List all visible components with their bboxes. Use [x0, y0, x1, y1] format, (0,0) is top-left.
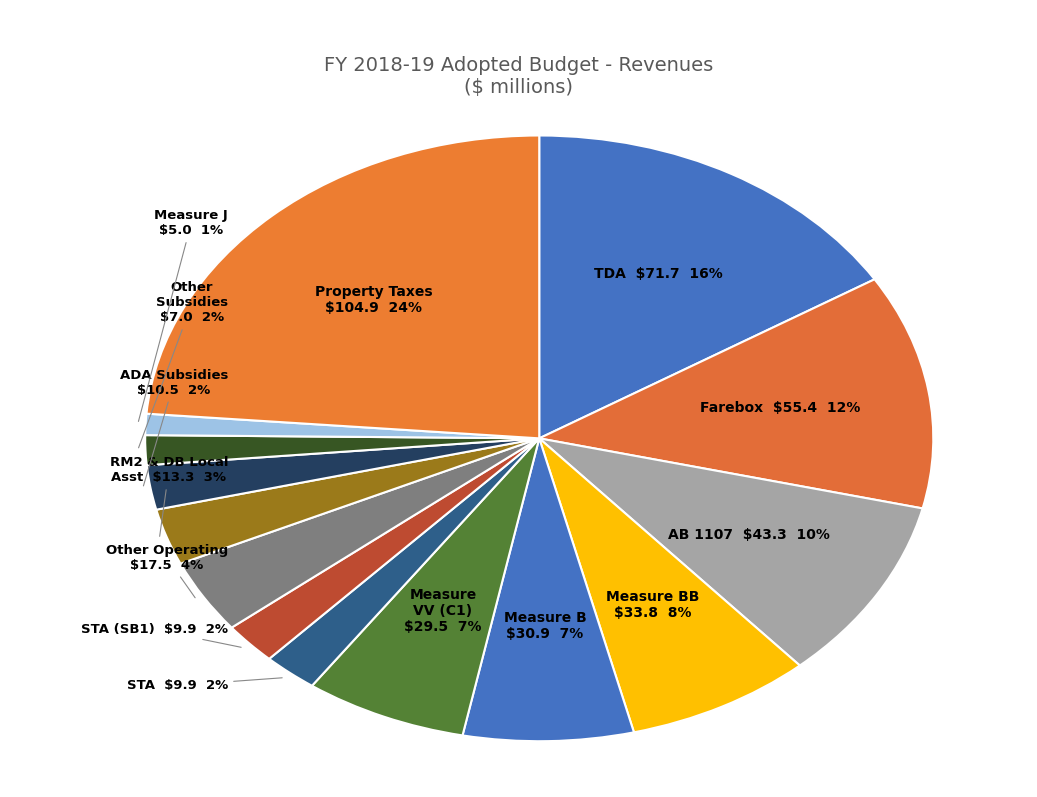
Wedge shape	[539, 438, 923, 665]
Text: Other
Subsidies
$7.0  2%: Other Subsidies $7.0 2%	[139, 281, 228, 448]
Wedge shape	[231, 438, 539, 659]
Text: STA  $9.9  2%: STA $9.9 2%	[127, 677, 282, 692]
Wedge shape	[145, 414, 539, 438]
Text: TDA  $71.7  16%: TDA $71.7 16%	[594, 267, 723, 281]
Text: ADA Subsidies
$10.5  2%: ADA Subsidies $10.5 2%	[119, 368, 228, 486]
Text: FY 2018-19 Adopted Budget - Revenues
($ millions): FY 2018-19 Adopted Budget - Revenues ($ …	[324, 56, 713, 96]
Text: AB 1107  $43.3  10%: AB 1107 $43.3 10%	[668, 528, 830, 542]
Wedge shape	[539, 279, 933, 508]
Wedge shape	[180, 438, 539, 627]
Wedge shape	[157, 438, 539, 563]
Text: RM2 & DB Local
Asst  $13.3  3%: RM2 & DB Local Asst $13.3 3%	[110, 456, 228, 536]
Wedge shape	[539, 438, 800, 732]
Wedge shape	[270, 438, 539, 685]
Text: Measure J
$5.0  1%: Measure J $5.0 1%	[139, 209, 228, 422]
Text: STA (SB1)  $9.9  2%: STA (SB1) $9.9 2%	[81, 623, 242, 647]
Text: Property Taxes
$104.9  24%: Property Taxes $104.9 24%	[315, 285, 432, 316]
Wedge shape	[145, 435, 539, 465]
Text: Measure B
$30.9  7%: Measure B $30.9 7%	[504, 611, 586, 641]
Wedge shape	[539, 135, 874, 438]
Wedge shape	[463, 438, 634, 741]
Wedge shape	[312, 438, 539, 736]
Text: Farebox  $55.4  12%: Farebox $55.4 12%	[700, 402, 861, 415]
Text: Measure BB
$33.8  8%: Measure BB $33.8 8%	[606, 590, 699, 620]
Wedge shape	[146, 135, 539, 438]
Text: Other Operating
$17.5  4%: Other Operating $17.5 4%	[106, 544, 228, 598]
Text: Measure
VV (C1)
$29.5  7%: Measure VV (C1) $29.5 7%	[404, 587, 481, 634]
Wedge shape	[146, 438, 539, 510]
